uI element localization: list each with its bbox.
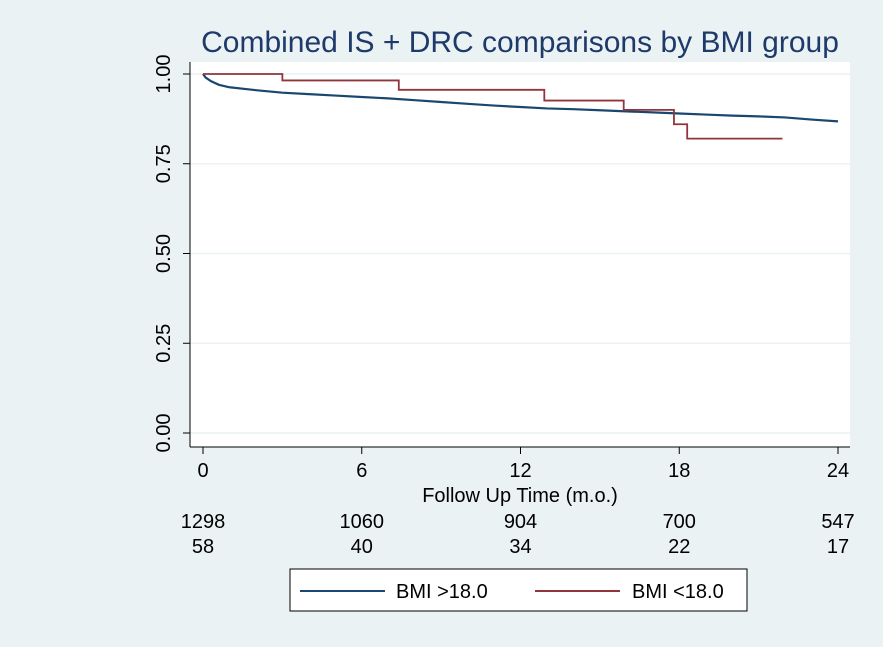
risk-count: 17 — [827, 536, 849, 558]
legend-label-blue: BMI >18.0 — [396, 581, 488, 603]
x-tick-label: 6 — [356, 460, 367, 482]
chart-title: Combined IS + DRC comparisons by BMI gro… — [201, 26, 839, 59]
x-tick-label: 18 — [668, 460, 690, 482]
series-line-bmi-over-18 — [202, 73, 839, 123]
x-tick-label: 12 — [509, 460, 531, 482]
y-tick-label: 0.75 — [153, 144, 175, 183]
risk-count: 700 — [663, 511, 696, 533]
risk-count: 547 — [821, 511, 854, 533]
risk-table: 1298 1060 904 700 547 58 40 34 22 17 — [181, 511, 855, 558]
y-tick-label: 0.50 — [153, 234, 175, 273]
risk-count: 58 — [192, 536, 214, 558]
plot-area — [190, 62, 850, 447]
y-tick-label: 1.00 — [153, 55, 175, 94]
y-tick-label: 0.25 — [153, 324, 175, 363]
legend: BMI >18.0 BMI <18.0 — [289, 568, 748, 612]
series-lines — [202, 73, 839, 140]
y-tick-label: 0.00 — [153, 414, 175, 453]
risk-count: 1298 — [181, 511, 226, 533]
x-tick-label: 24 — [827, 460, 849, 482]
risk-count: 40 — [351, 536, 373, 558]
x-tick-label: 0 — [197, 460, 208, 482]
risk-count: 1060 — [340, 511, 385, 533]
series-line-bmi-under-18 — [203, 73, 783, 140]
grid-lines — [190, 73, 850, 434]
risk-count: 22 — [668, 536, 690, 558]
legend-label-red: BMI <18.0 — [632, 581, 724, 603]
risk-count: 34 — [509, 536, 531, 558]
axes: 0.00 0.25 0.50 0.75 1.00 0 6 12 18 24 — [153, 55, 850, 482]
risk-count: 904 — [504, 511, 537, 533]
x-axis-label: Follow Up Time (m.o.) — [422, 485, 618, 507]
